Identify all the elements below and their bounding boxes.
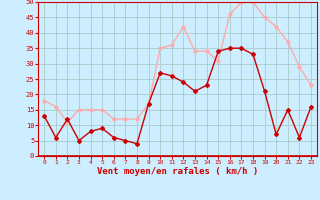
X-axis label: Vent moyen/en rafales ( km/h ): Vent moyen/en rafales ( km/h ) [97,167,258,176]
